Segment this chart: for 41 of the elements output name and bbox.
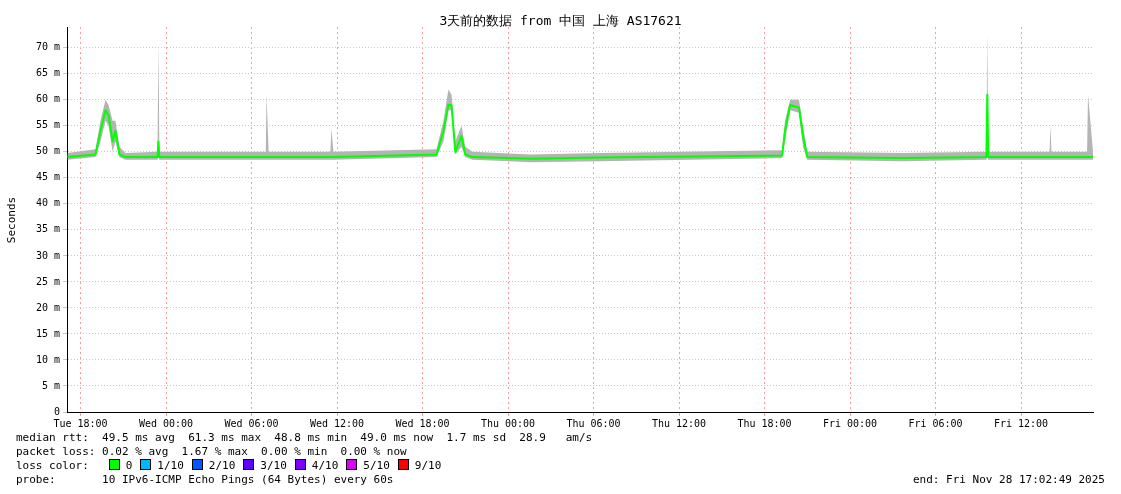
x-tick-label: Fri 00:00 (822, 417, 878, 429)
y-tick-label: 15 m (35, 327, 60, 339)
y-tick-label: 25 m (35, 275, 60, 287)
text: packet loss: 0.02 % avg 1.67 % max 0.00 % min 0.00 % now (16, 445, 407, 458)
y-tick-label: 45 m (35, 171, 60, 183)
y-tick-label: 40 m (35, 197, 60, 209)
legend-label: 3/10 (260, 459, 287, 472)
legend-label: 4/10 (311, 459, 339, 472)
x-tick-label: Wed 12:00 (309, 417, 365, 429)
y-tick-label: 65 m (35, 67, 60, 79)
y-tick-label: 55 m (35, 119, 60, 131)
legend-label: 0 (125, 459, 133, 472)
y-tick-label: 35 m (35, 223, 60, 235)
x-tick-label: Thu 00:00 (480, 417, 536, 429)
x-tick-label: Thu 12:00 (651, 417, 707, 429)
y-tick-label: 10 m (35, 353, 60, 365)
legend-label: 5/10 (363, 459, 390, 472)
y-tick-label: 60 m (35, 93, 60, 105)
y-tick-label: 5 m (41, 379, 60, 391)
x-tick-label: Wed 06:00 (224, 417, 279, 429)
x-tick-label: Wed 18:00 (395, 417, 450, 429)
x-tick-label: Wed 00:00 (138, 417, 194, 429)
y-tick-label: 50 m (35, 145, 60, 157)
text: probe: 10 IPv6-ICMP Echo Pings (64 Bytes) every 60s (16, 473, 394, 486)
legend-label: 9/10 (414, 459, 442, 472)
text: end: Fri Nov 28 17:02:49 2025 (912, 473, 1105, 486)
text: median rtt: 49.5 ms avg 61.3 ms max 48.8 ms min 49.0 ms now 1.7 ms sd 28.9 am/s (16, 431, 593, 444)
chart-title: 3天前的数据 from 中国 上海 AS17621 (438, 12, 683, 30)
y-axis-title: Seconds (4, 196, 18, 244)
y-tick-label: 20 m (35, 301, 60, 313)
x-tick-label: Thu 06:00 (566, 417, 621, 429)
legend-label: 1/10 (157, 459, 184, 472)
x-tick-label: Fri 12:00 (993, 417, 1049, 429)
x-tick-label: Fri 06:00 (908, 417, 963, 429)
x-tick-label: Tue 18:00 (53, 417, 108, 429)
legend-label: 2/10 (208, 459, 236, 472)
y-tick-label: 0 (53, 405, 60, 417)
x-tick-label: Thu 18:00 (737, 417, 792, 429)
y-tick-label: 30 m (35, 249, 60, 261)
legend-title: loss color: (16, 459, 90, 472)
y-tick-label: 70 m (35, 41, 60, 53)
